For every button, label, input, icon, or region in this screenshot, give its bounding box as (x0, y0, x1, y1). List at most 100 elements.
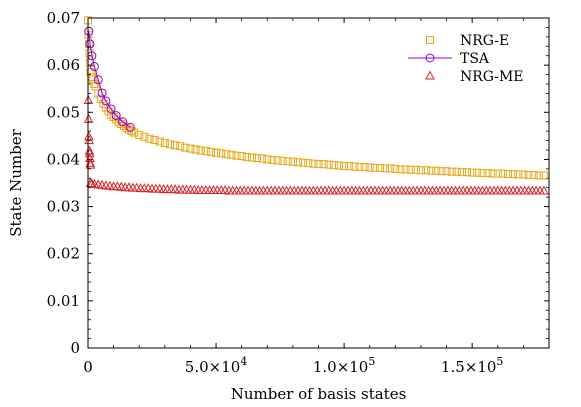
data-point (504, 170, 513, 179)
x-tick-label: 1.5×105 (441, 355, 504, 376)
data-point (468, 168, 477, 177)
data-point (314, 160, 323, 169)
series-layer (83, 16, 549, 195)
data-point (309, 159, 318, 168)
x-tick-label: 0 (83, 358, 93, 376)
data-point (176, 142, 185, 151)
data-point (463, 168, 472, 177)
data-point (519, 170, 528, 179)
data-point (212, 148, 221, 157)
data-point (442, 167, 451, 176)
data-point (278, 156, 287, 165)
data-point (422, 166, 431, 175)
data-point (427, 166, 436, 175)
data-point (324, 160, 333, 169)
data-point (89, 62, 99, 72)
legend-label: NRG-ME (460, 69, 524, 85)
legend-marker (425, 53, 435, 63)
data-point (191, 145, 200, 154)
data-point (94, 89, 103, 98)
data-point (107, 110, 116, 119)
data-point (181, 143, 190, 152)
data-point (135, 130, 144, 139)
data-point (391, 164, 400, 173)
data-point (360, 162, 369, 171)
legend-marker (425, 70, 435, 80)
legend-marker (426, 36, 434, 44)
data-point (196, 146, 205, 155)
data-point (365, 163, 374, 172)
data-point (457, 168, 466, 177)
data-point (263, 155, 272, 164)
y-tick-label: 0 (70, 339, 80, 357)
x-tick-exponent: 4 (240, 355, 247, 368)
data-point (165, 140, 174, 149)
data-point (473, 168, 482, 177)
data-point (288, 157, 297, 166)
data-point (247, 153, 256, 162)
legend-item: NRG-ME (425, 69, 524, 85)
data-point (283, 157, 292, 166)
series-nrg-me (83, 94, 549, 195)
x-tick-mantissa: 0 (83, 358, 93, 376)
y-axis-label: State Number (7, 128, 25, 236)
data-point (106, 104, 116, 114)
x-tick-mantissa: 1.5×10 (441, 358, 497, 376)
data-point (329, 161, 338, 170)
y-tick-label: 0.06 (47, 56, 80, 74)
data-point (83, 113, 94, 123)
data-point (155, 137, 164, 146)
data-point (493, 169, 502, 178)
data-point (350, 162, 359, 171)
data-point (217, 149, 226, 158)
x-axis-label: Number of basis states (231, 385, 407, 403)
data-point (227, 150, 236, 159)
data-point (85, 49, 94, 58)
plot-area: NRG-E TSA NRG-ME (83, 16, 550, 349)
data-point (304, 159, 313, 168)
data-point (253, 154, 262, 163)
y-tick-label: 0.02 (47, 245, 80, 263)
data-point (539, 171, 548, 180)
x-tick-label: 5.0×104 (185, 355, 248, 376)
data-point (273, 156, 282, 165)
data-point (268, 155, 277, 164)
data-point (125, 122, 135, 132)
y-tick-label: 0.03 (47, 198, 80, 216)
plot-frame (87, 17, 550, 349)
data-point (375, 163, 384, 172)
data-point (96, 95, 105, 104)
data-point (514, 170, 523, 179)
data-point (242, 153, 251, 162)
data-point (396, 165, 405, 174)
x-tick-exponent: 5 (368, 355, 375, 368)
data-point (534, 171, 543, 180)
legend: NRG-E TSA NRG-ME (408, 33, 524, 85)
data-point (539, 185, 549, 195)
data-point (411, 165, 420, 174)
data-point (355, 162, 364, 171)
data-point (206, 147, 215, 156)
legend-item: TSA (408, 51, 490, 67)
y-tick-label: 0.05 (47, 103, 80, 121)
data-point (478, 169, 487, 178)
legend-label: NRG-E (460, 33, 509, 49)
x-tick-mantissa: 1.0×10 (313, 358, 369, 376)
data-point (258, 154, 267, 163)
y-tick-label: 0.07 (47, 9, 80, 27)
data-point (386, 164, 395, 173)
legend-label: TSA (460, 51, 490, 67)
x-tick-exponent: 5 (496, 355, 503, 368)
data-point (237, 152, 246, 161)
data-point (452, 167, 461, 176)
series-tsa (84, 26, 135, 132)
data-point (93, 75, 103, 85)
data-point (299, 158, 308, 167)
data-point (345, 162, 354, 171)
data-point (150, 136, 159, 145)
data-point (498, 169, 507, 178)
data-point (85, 39, 95, 49)
data-point (145, 134, 154, 143)
data-point (340, 162, 349, 171)
